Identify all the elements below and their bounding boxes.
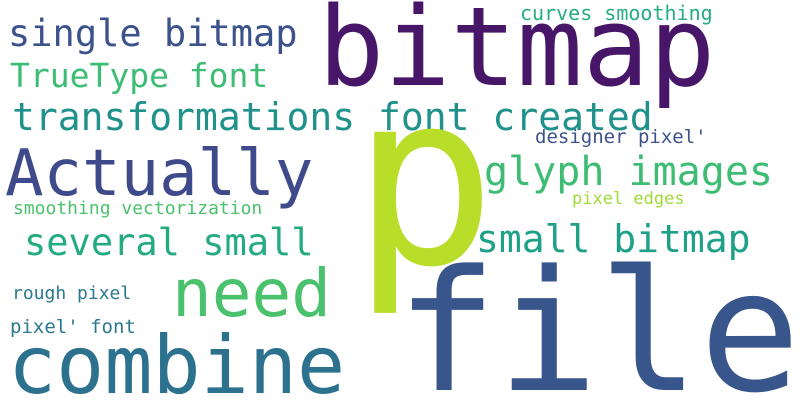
word-truetype-font: TrueType font bbox=[10, 56, 269, 95]
word-combine: combine bbox=[8, 319, 346, 400]
word-several-small: several small bbox=[24, 221, 314, 264]
word-small-bitmap: small bitmap bbox=[476, 217, 751, 261]
word-glyph-images: glyph images bbox=[484, 149, 773, 195]
word-p: p bbox=[352, 40, 497, 320]
word-file: file bbox=[396, 234, 800, 400]
word-transformations-font-created: transformations font created bbox=[12, 95, 653, 139]
word-rough-pixel: rough pixel bbox=[12, 283, 132, 304]
word-curves-smoothing: curves smoothing bbox=[520, 1, 713, 25]
word-single-bitmap: single bitmap bbox=[8, 12, 298, 55]
word-smoothing-vectorization: smoothing vectorization bbox=[13, 198, 263, 219]
word-need: need bbox=[172, 255, 331, 332]
word-pixel-edges: pixel edges bbox=[572, 189, 685, 209]
word-designer-pixel: designer pixel' bbox=[535, 126, 707, 148]
word-pixel-font: pixel' font bbox=[10, 316, 136, 338]
word-bitmap: bitmap bbox=[318, 0, 716, 111]
word-actually: Actually bbox=[5, 137, 314, 211]
